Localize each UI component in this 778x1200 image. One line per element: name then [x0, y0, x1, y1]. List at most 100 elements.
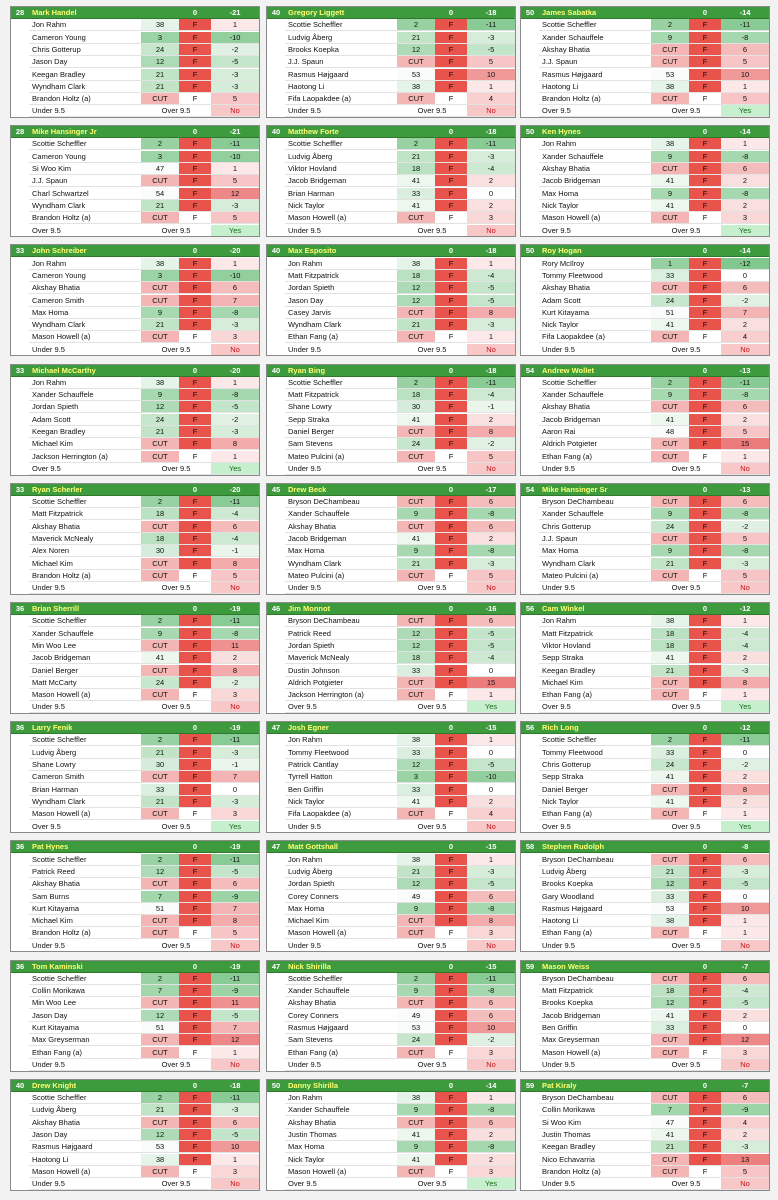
- ou-pick: Under 9.5: [539, 940, 651, 952]
- player-status: F: [179, 294, 211, 307]
- player-position: 12: [397, 282, 435, 295]
- player-status: F: [179, 1116, 211, 1129]
- player-score: -2: [721, 759, 769, 772]
- ou-result: No: [467, 820, 515, 833]
- player-status: F: [689, 294, 721, 307]
- player-name: J.J. Spaun: [29, 175, 141, 188]
- player-position: 18: [651, 985, 689, 998]
- player-position: 53: [141, 1141, 179, 1154]
- ou-result: Yes: [721, 224, 769, 237]
- player-position: 38: [397, 80, 435, 93]
- amateur-score: 1: [211, 450, 259, 463]
- player-name: Cameron Young: [29, 270, 141, 282]
- player-status: F: [179, 985, 211, 998]
- player-status: F: [435, 890, 467, 903]
- player-status: F: [689, 1034, 721, 1047]
- player-name: Chris Gotterup: [539, 759, 651, 772]
- player-score: 0: [467, 746, 515, 759]
- player-position: 12: [397, 43, 435, 56]
- team-rank: 40: [267, 7, 285, 19]
- player-position: 21: [397, 319, 435, 332]
- player-score: 6: [467, 520, 515, 533]
- player-position: 24: [141, 43, 179, 56]
- team-rank: 56: [521, 603, 539, 615]
- player-score: -5: [467, 639, 515, 652]
- player-score: 12: [211, 187, 259, 200]
- player-status: F: [179, 175, 211, 188]
- player-score: -5: [211, 56, 259, 69]
- amateur-position: CUT: [651, 450, 689, 463]
- player-status: F: [435, 1153, 467, 1166]
- amateur-position: CUT: [397, 569, 435, 582]
- amateur-position: CUT: [141, 450, 179, 463]
- ou-result: Yes: [721, 701, 769, 713]
- player-status: F: [435, 438, 467, 451]
- player-score: -8: [467, 545, 515, 558]
- amateur-status: F: [689, 93, 721, 106]
- ou-pick: Under 9.5: [29, 105, 141, 117]
- team-total: -20: [211, 245, 259, 258]
- player-position: 21: [141, 1104, 179, 1117]
- player-score: -11: [467, 138, 515, 151]
- player-name: Akshay Bhatia: [539, 401, 651, 414]
- amateur-score: 5: [721, 1165, 769, 1178]
- amateur-position: CUT: [651, 569, 689, 582]
- made-count: 0: [179, 841, 211, 854]
- ou-result: Yes: [721, 105, 769, 117]
- player-status: F: [179, 771, 211, 784]
- player-name: Keegan Bradley: [29, 426, 141, 439]
- player-name: Maverick McNealy: [285, 652, 397, 665]
- player-score: -11: [211, 1092, 259, 1105]
- made-count: 0: [435, 603, 467, 615]
- team-name: Matt Gottshall: [285, 841, 397, 854]
- player-status: F: [179, 56, 211, 69]
- player-status: F: [179, 68, 211, 81]
- player-position: 33: [397, 746, 435, 759]
- player-status: F: [689, 496, 721, 509]
- team-card: 40 Ryan Bing 0 -18 Scottie Scheffler 2 F -11 Mat…: [266, 363, 516, 476]
- player-status: F: [435, 294, 467, 307]
- player-score: 11: [211, 639, 259, 652]
- amateur-name: Ethan Fang (a): [539, 451, 651, 463]
- player-position: CUT: [397, 306, 435, 319]
- ou-result: No: [467, 1058, 515, 1071]
- player-status: F: [179, 150, 211, 163]
- player-position: 38: [397, 257, 435, 270]
- player-position: CUT: [651, 496, 689, 509]
- player-score: 10: [721, 68, 769, 81]
- team-name: Nick Shirilla: [285, 960, 397, 973]
- team-total: -19: [211, 960, 259, 973]
- player-score: 6: [211, 878, 259, 891]
- player-score: -4: [467, 269, 515, 282]
- player-status: F: [179, 187, 211, 200]
- player-score: 11: [211, 997, 259, 1010]
- amateur-status: F: [179, 927, 211, 940]
- player-position: 41: [651, 652, 689, 665]
- player-score: 1: [211, 19, 259, 32]
- team-card: 47 Matt Gottshall 0 -15 Jon Rahm 38 F 1 Ludvig Å…: [266, 840, 516, 953]
- player-name: Max Homa: [539, 188, 651, 200]
- team-card: 50 Roy Hogan 0 -14 Rory McIlroy 1 F -12 Tommy Fl…: [520, 244, 770, 357]
- player-name: Haotong Li: [539, 915, 651, 928]
- player-score: 0: [721, 1022, 769, 1035]
- player-position: 51: [651, 307, 689, 319]
- team-total: -20: [211, 364, 259, 377]
- ou-pick: Over 9.5: [539, 701, 651, 713]
- player-score: -5: [467, 627, 515, 640]
- player-name: Cameron Smith: [29, 295, 141, 307]
- amateur-name: Brandon Holtz (a): [29, 927, 141, 940]
- player-position: 38: [651, 915, 689, 928]
- player-name: Viktor Hovland: [285, 163, 397, 176]
- team-rank: 40: [267, 126, 285, 139]
- player-position: CUT: [141, 1034, 179, 1047]
- team-card: 36 Brian Sherrill 0 -19 Scottie Scheffler 2 F -…: [10, 602, 260, 714]
- player-score: -11: [211, 496, 259, 509]
- ou-line: Over 9.5: [141, 1059, 211, 1071]
- ou-line: Over 9.5: [651, 344, 721, 356]
- player-score: -8: [211, 389, 259, 402]
- player-status: F: [689, 43, 721, 56]
- player-status: F: [435, 508, 467, 521]
- player-position: 2: [141, 138, 179, 151]
- player-name: Xander Schauffele: [285, 1104, 397, 1117]
- player-status: F: [179, 1128, 211, 1141]
